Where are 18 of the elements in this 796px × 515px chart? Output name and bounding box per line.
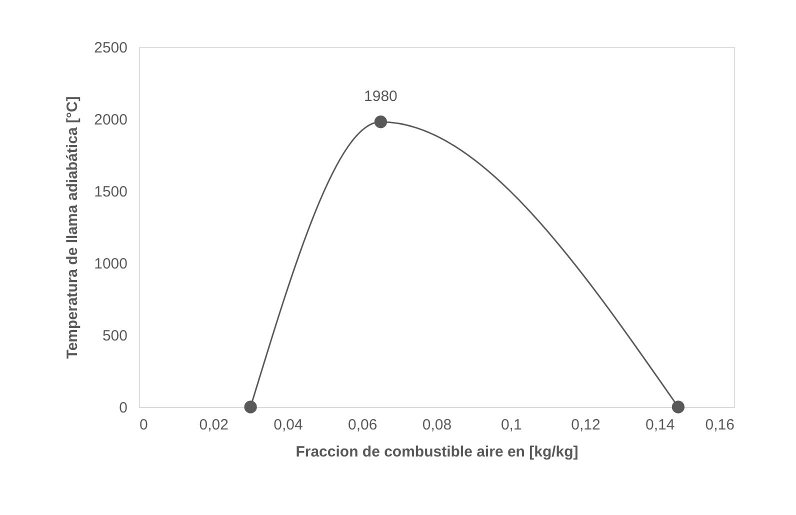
y-tick-label: 2500 [94,40,128,56]
y-tick-label: 1500 [94,184,128,200]
x-tick-label: 0,02 [199,416,228,434]
x-tick-label: 0,16 [705,416,734,434]
x-tick-label: 0,06 [348,416,378,434]
x-axis-title: Fraccion de combustible aire en [kg/kg] [296,444,578,460]
x-tick-label: 0,08 [422,416,452,434]
data-label: 1980 [364,88,398,105]
x-tick-label: 0 [140,416,148,434]
y-tick-label: 500 [102,328,128,344]
y-tick-label: 2000 [94,112,128,128]
x-tick-label: 0,12 [571,416,600,434]
y-tick-label: 1000 [94,256,128,272]
x-tick-label: 0,1 [500,416,522,434]
y-axis-title: Temperatura de llama adiabática [°C] [64,96,82,359]
y-tick-label: 0 [119,400,128,416]
x-tick-label: 0,04 [274,416,303,434]
x-tick-label: 0,14 [646,416,675,434]
